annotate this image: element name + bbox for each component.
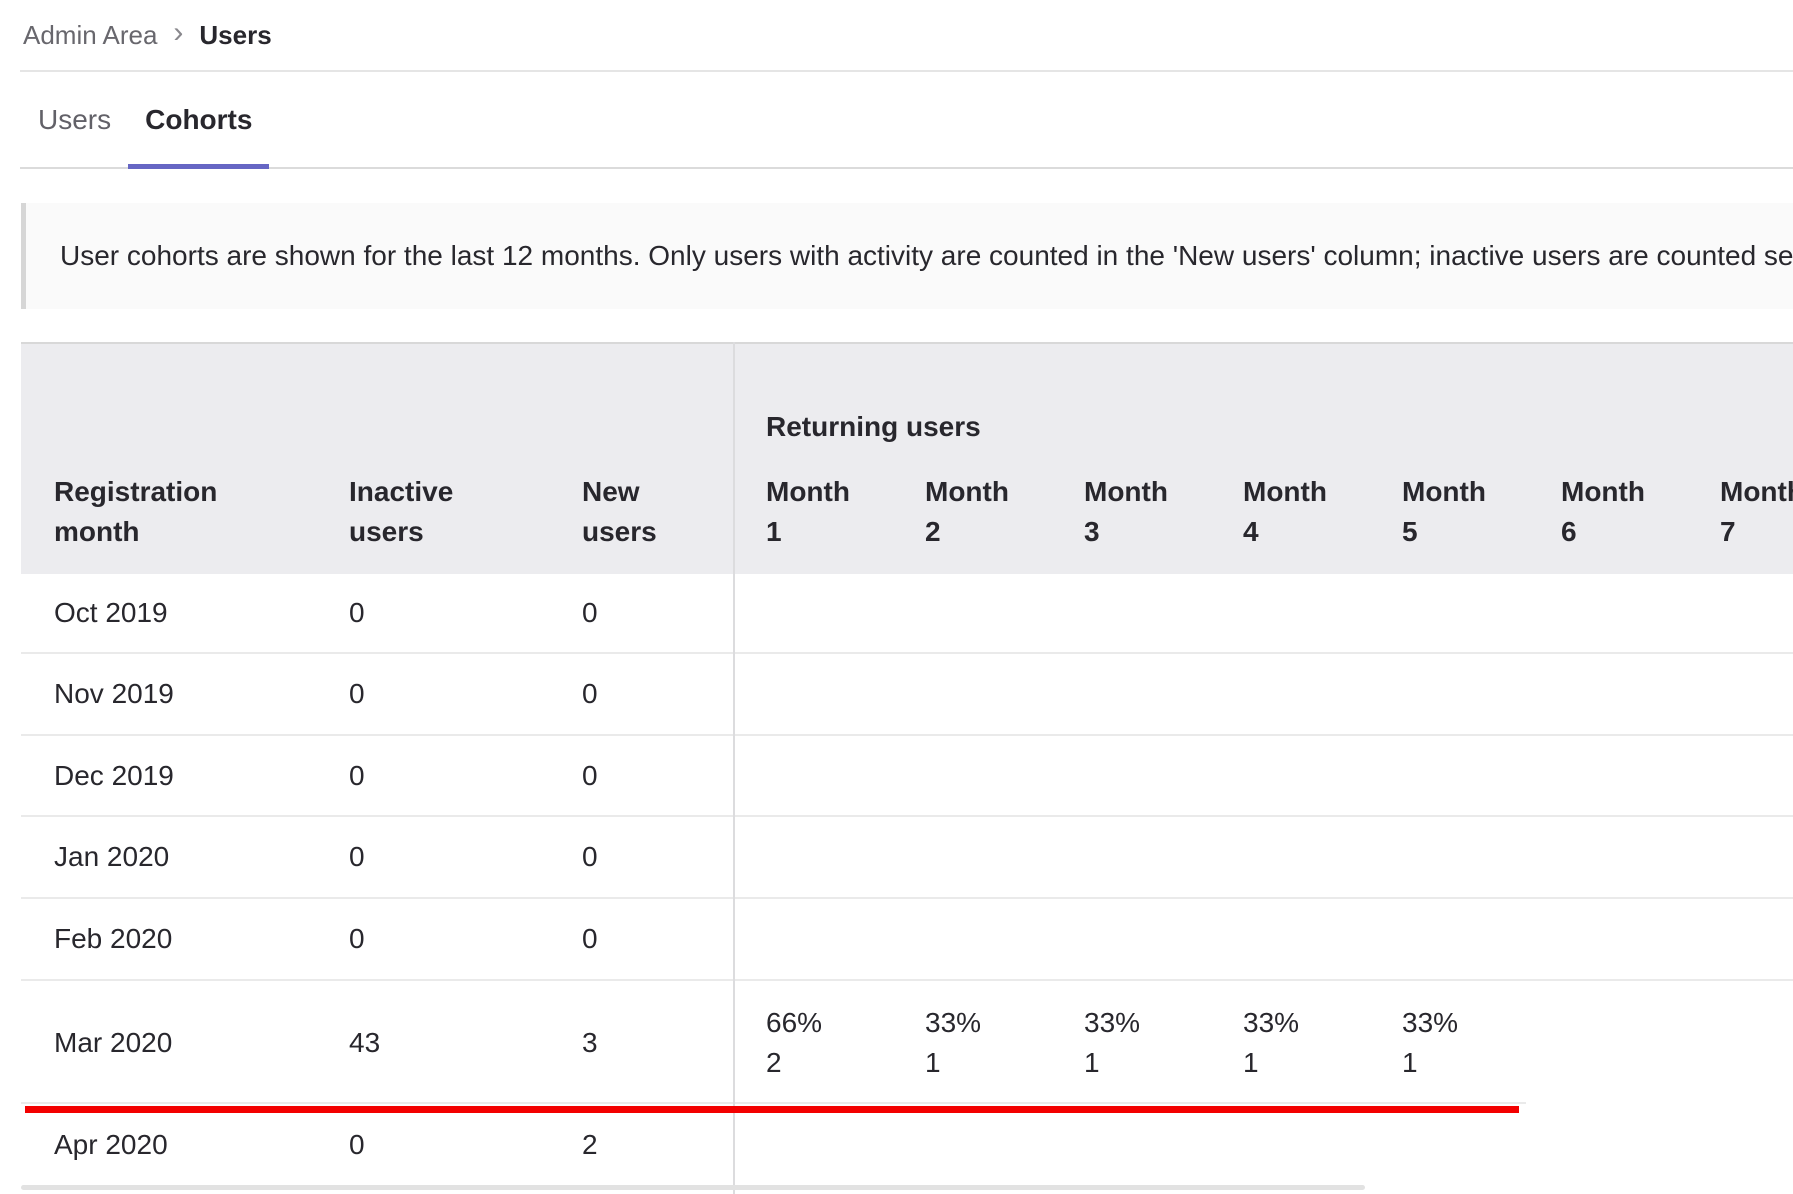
col-header-month-2: Month 2: [925, 476, 1009, 547]
col-header-new-users: New users: [582, 476, 657, 547]
returning-pct: 33%: [1084, 1006, 1141, 1038]
inactive-users-cell: 0: [349, 759, 365, 791]
col-header-month-4: Month 4: [1243, 476, 1327, 547]
returning-count: 2: [766, 1046, 782, 1078]
returning-count: 1: [1084, 1046, 1100, 1078]
registration-month-cell: Mar 2020: [54, 1026, 173, 1058]
col-header-month-6: Month 6: [1561, 476, 1645, 547]
table-row: Oct 2019 0 0: [21, 574, 1793, 654]
col-header-registration-month: Registration month: [54, 476, 218, 547]
new-users-cell: 3: [582, 1026, 598, 1058]
inactive-users-cell: 43: [349, 1026, 381, 1058]
returning-pct: 66%: [766, 1006, 823, 1038]
table-row-mar-2020: Mar 2020 43 3 66% 2 33% 1 33% 1 33% 1 33…: [21, 981, 1793, 1104]
inactive-users-cell: 0: [349, 597, 365, 628]
col-header-inactive-users: Inactive users: [349, 476, 454, 547]
col-header-month-3: Month 3: [1084, 476, 1168, 547]
tab-cohorts[interactable]: Cohorts: [128, 72, 270, 169]
returning-cell-month-5: 33% 1: [1402, 981, 1552, 1104]
inactive-users-cell: 0: [349, 841, 365, 872]
table-row: Apr 2020 0 2: [21, 1104, 1793, 1186]
table-row: Nov 2019 0 0: [21, 654, 1793, 736]
registration-month-cell: Oct 2019: [54, 597, 168, 628]
new-users-cell: 0: [582, 678, 598, 709]
registration-month-cell: Dec 2019: [54, 759, 174, 791]
returning-pct: 33%: [1243, 1006, 1300, 1038]
inactive-users-cell: 0: [349, 1129, 365, 1160]
tab-users-label: Users: [38, 103, 112, 135]
table-row: Feb 2020 0 0: [21, 899, 1793, 981]
inactive-users-cell: 0: [349, 923, 365, 954]
table-row: Jan 2020 0 0: [21, 817, 1793, 899]
registration-month-cell: Jan 2020: [54, 841, 170, 872]
col-header-month-1: Month 1: [766, 476, 850, 547]
returning-count: 1: [925, 1046, 941, 1078]
breadcrumb: Admin Area › Users: [20, 0, 1793, 72]
info-banner-text: User cohorts are shown for the last 12 m…: [60, 240, 1793, 271]
returning-cell-month-2: 33% 1: [925, 981, 1075, 1104]
returning-users-column-divider: [733, 342, 735, 1194]
new-users-cell: 0: [582, 759, 598, 791]
registration-month-cell: Feb 2020: [54, 923, 173, 954]
tab-users[interactable]: Users: [21, 72, 128, 167]
returning-pct: 33%: [925, 1006, 982, 1038]
registration-month-cell: Apr 2020: [54, 1129, 168, 1160]
new-users-cell: 2: [582, 1129, 598, 1160]
new-users-cell: 0: [582, 597, 598, 628]
horizontal-scrollbar[interactable]: [21, 1185, 1365, 1190]
returning-cell-month-4: 33% 1: [1243, 981, 1393, 1104]
tabs: Users Cohorts: [20, 72, 1793, 169]
inactive-users-cell: 0: [349, 678, 365, 709]
returning-count: 1: [1402, 1046, 1418, 1078]
col-header-month-7: Month 7: [1720, 476, 1793, 547]
table-row: Dec 2019 0 0: [21, 736, 1793, 817]
table-header: Returning users Registration month Inact…: [21, 342, 1793, 574]
breadcrumb-item-users[interactable]: Users: [199, 19, 272, 50]
returning-users-group-header: Returning users: [766, 411, 981, 442]
col-header-month-5: Month 5: [1402, 476, 1486, 547]
tab-cohorts-label: Cohorts: [145, 103, 253, 135]
registration-month-cell: Nov 2019: [54, 678, 174, 709]
new-users-cell: 0: [582, 841, 598, 872]
returning-cell-month-3: 33% 1: [1084, 981, 1234, 1104]
returning-count: 1: [1243, 1046, 1259, 1078]
new-users-cell: 0: [582, 923, 598, 954]
annotation-underline: [25, 1106, 1519, 1113]
info-banner: User cohorts are shown for the last 12 m…: [21, 203, 1793, 309]
breadcrumb-item-admin-area[interactable]: Admin Area: [23, 19, 158, 50]
returning-cell-month-1: 66% 2: [766, 981, 916, 1104]
active-tab-indicator: [128, 164, 270, 169]
cohorts-table: Returning users Registration month Inact…: [21, 342, 1793, 1194]
mar-row-border: [21, 1102, 1526, 1104]
returning-pct: 33%: [1402, 1006, 1459, 1038]
breadcrumb-chevron-icon: ›: [173, 16, 184, 49]
